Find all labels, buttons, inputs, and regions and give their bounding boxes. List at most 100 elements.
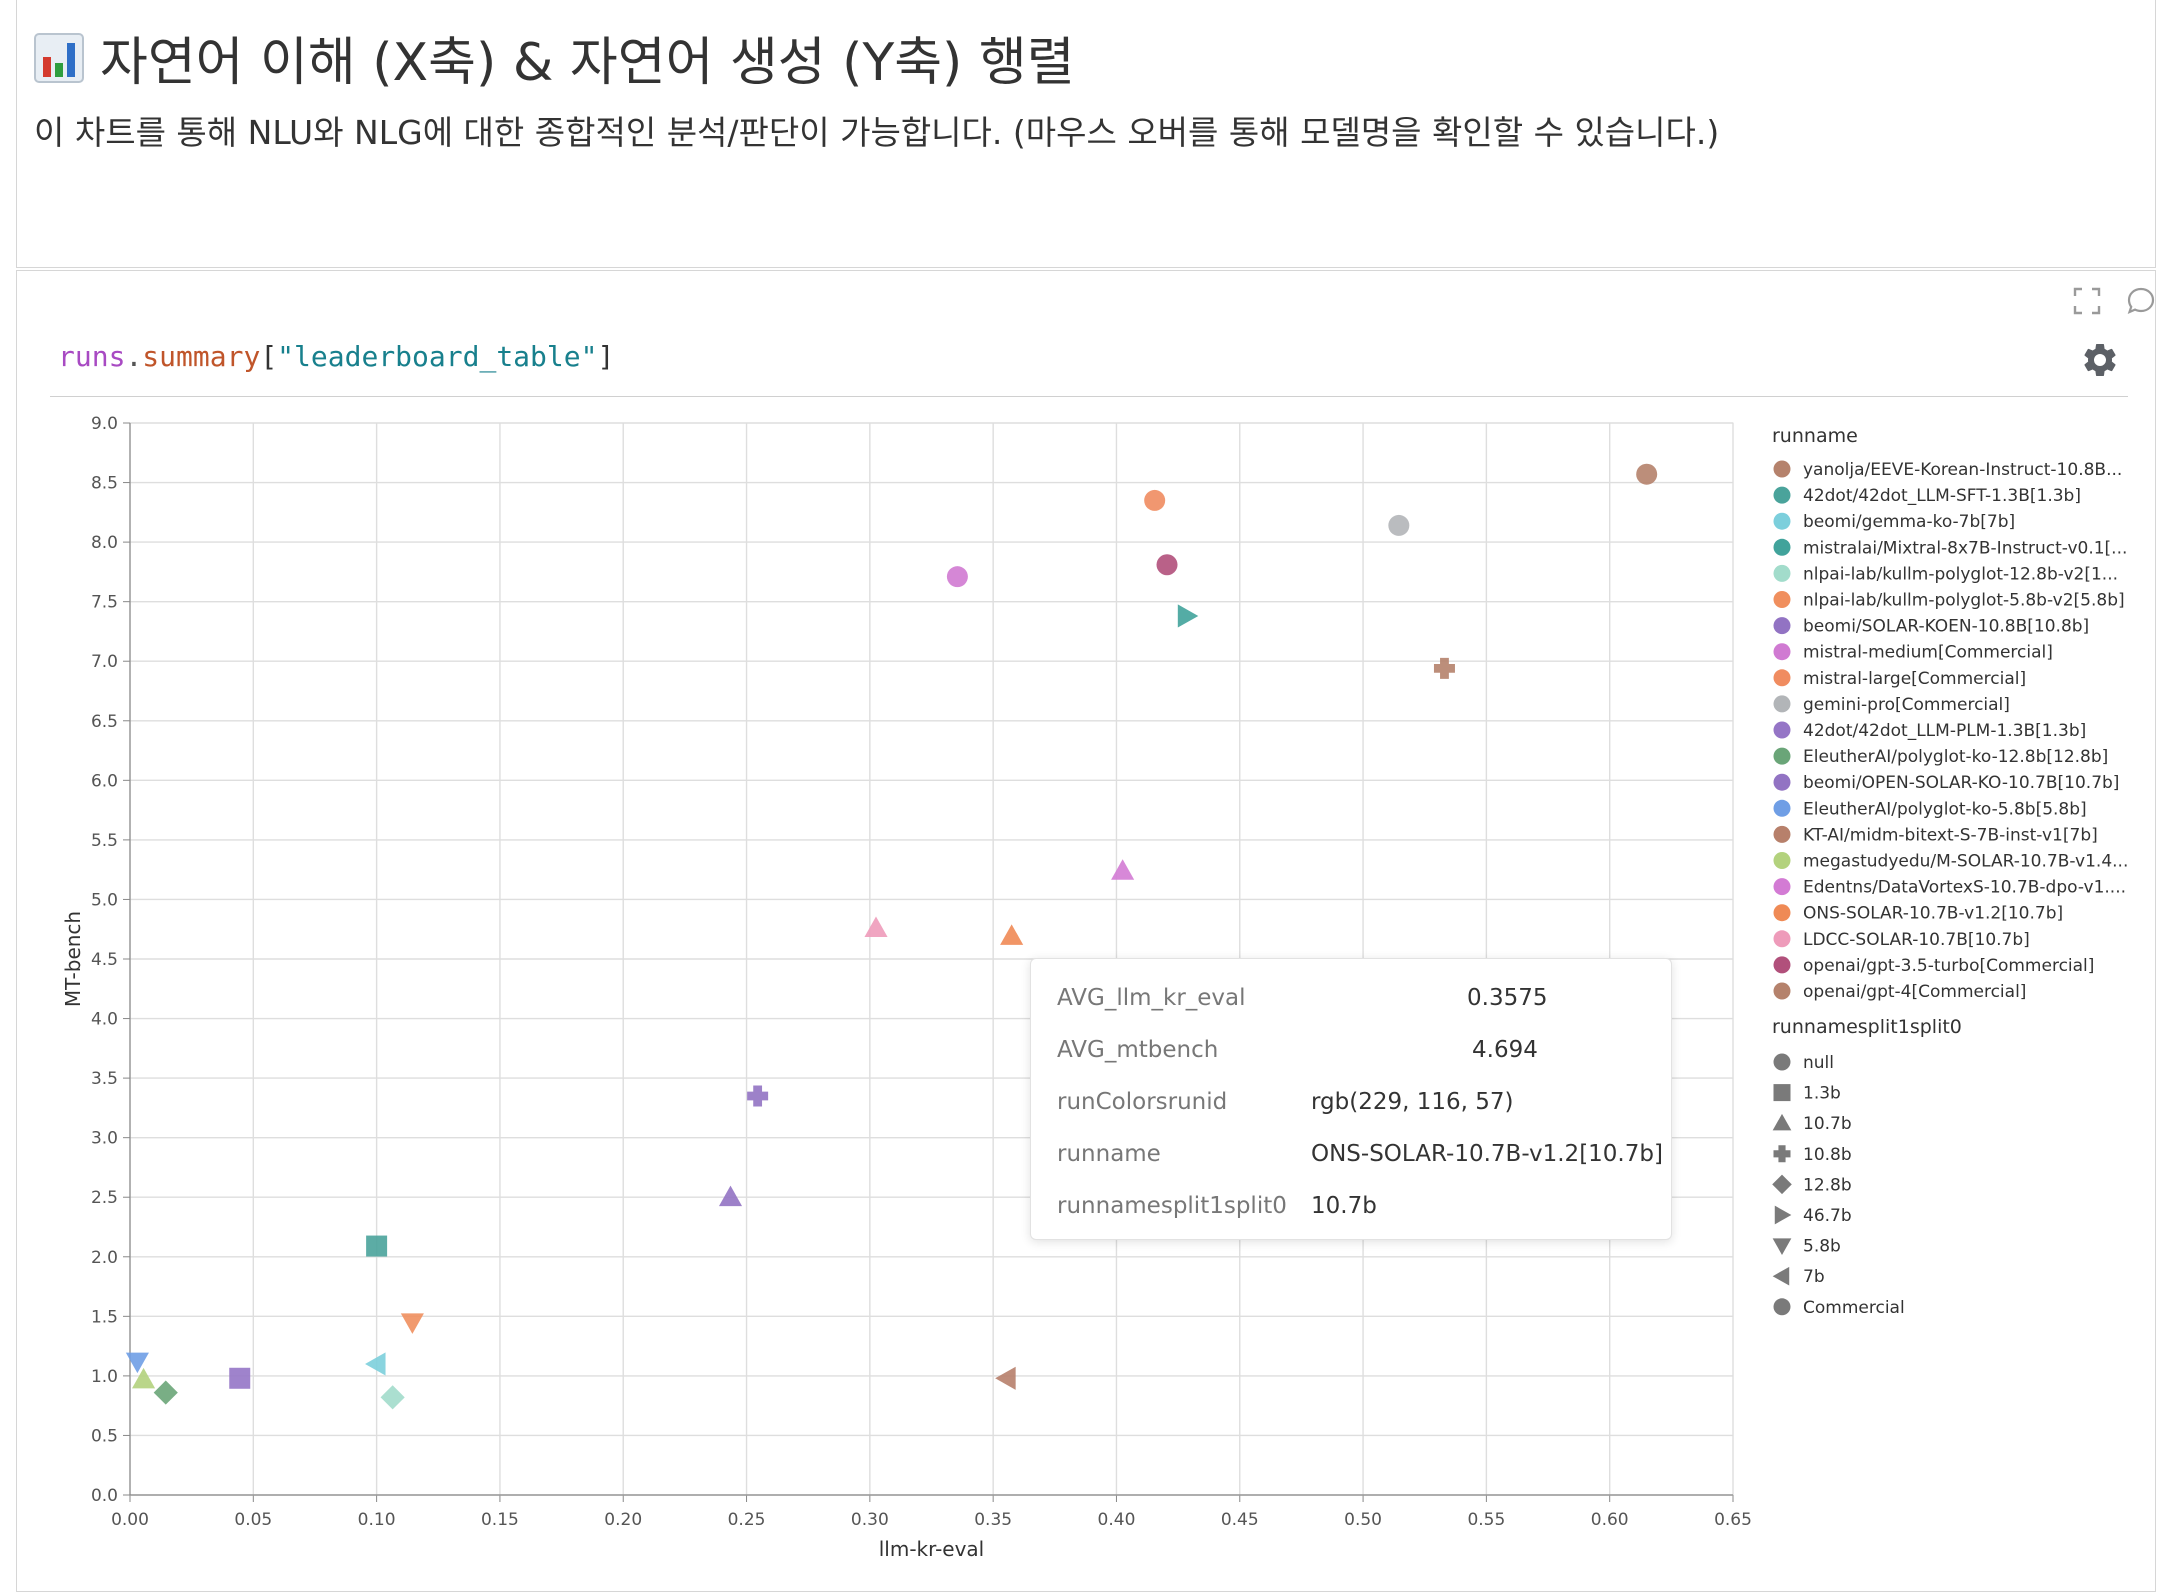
data-point[interactable] [1177, 604, 1199, 628]
data-point[interactable] [1156, 554, 1178, 576]
legend-swatch [1773, 799, 1791, 817]
tooltip-value: 4.694 [1472, 1037, 1538, 1063]
y-axis-title: MT-bench [61, 911, 85, 1007]
legend-shape-swatch [1772, 1174, 1792, 1195]
query-open-bracket: [ [260, 340, 278, 373]
tooltip-row: runnamesplit1split0 10.7b [1057, 1193, 1377, 1219]
legend-swatch [1773, 460, 1791, 478]
query-dot: . [125, 340, 143, 373]
data-point[interactable] [747, 1085, 769, 1107]
data-point[interactable] [366, 1235, 388, 1257]
comment-icon[interactable] [2126, 286, 2156, 316]
data-point[interactable] [1111, 859, 1135, 880]
legend-swatch [1773, 956, 1791, 974]
y-tick-label: 4.0 [91, 1010, 118, 1030]
legend-shape-label: 10.8b [1803, 1145, 1852, 1165]
legend-shape-swatch [1773, 1084, 1791, 1102]
data-point[interactable] [1144, 489, 1166, 511]
legend-item-label: beomi/gemma-ko-7b[7b] [1803, 512, 2015, 532]
legend-swatch [1773, 982, 1791, 1000]
data-point[interactable] [995, 1366, 1016, 1390]
data-point[interactable] [153, 1380, 178, 1405]
bar-chart-icon [34, 32, 84, 83]
x-tick-label: 0.05 [234, 1510, 272, 1530]
legend-item-label: mistralai/Mixtral-8x7B-Instruct-v0.1[... [1803, 538, 2127, 558]
legend-item-label: KT-AI/midm-bitext-S-7B-inst-v1[7b] [1803, 825, 2098, 845]
tooltip-value: rgb(229, 116, 57) [1311, 1089, 1514, 1115]
legend-shape-swatch [1773, 1053, 1791, 1071]
legend-swatch [1773, 591, 1791, 608]
legend-item-label: EleutherAI/polyglot-ko-5.8b[5.8b] [1803, 799, 2087, 819]
y-tick-label: 4.5 [91, 950, 118, 970]
legend-swatch [1773, 669, 1791, 687]
y-tick-label: 8.5 [91, 474, 118, 494]
legend-swatch [1773, 643, 1791, 661]
legend-item-label: 42dot/42dot_LLM-SFT-1.3B[1.3b] [1803, 486, 2081, 506]
gear-icon[interactable] [2080, 340, 2120, 380]
fullscreen-icon[interactable] [2072, 286, 2102, 316]
y-tick-label: 2.0 [91, 1248, 118, 1268]
query-runs: runs [58, 340, 126, 373]
y-tick-label: 0.5 [91, 1426, 118, 1446]
y-tick-label: 5.5 [91, 831, 118, 851]
data-point[interactable] [1433, 657, 1455, 679]
legend-swatch [1773, 512, 1791, 530]
legend-shape-swatch [1772, 1238, 1792, 1255]
tooltip-value: 10.7b [1311, 1193, 1377, 1219]
data-point[interactable] [1636, 463, 1658, 485]
data-point[interactable] [946, 566, 968, 588]
query-close-bracket: ] [597, 340, 615, 373]
x-axis-title: llm-kr-eval [879, 1537, 985, 1561]
y-tick-label: 1.5 [91, 1307, 118, 1327]
legend-shape-swatch [1772, 1113, 1792, 1131]
legend-shape-label: 46.7b [1803, 1206, 1852, 1226]
tooltip-key: runnamesplit1split0 [1057, 1193, 1287, 1219]
legend-swatch [1773, 825, 1791, 843]
legend-shape-swatch [1774, 1205, 1792, 1225]
x-tick-label: 0.60 [1591, 1510, 1629, 1530]
data-point[interactable] [365, 1352, 386, 1376]
data-point[interactable] [1000, 924, 1024, 945]
legend-item-label: megastudyedu/M-SOLAR-10.7B-v1.4... [1803, 852, 2128, 872]
legend-item-label: yanolja/EEVE-Korean-Instruct-10.8B... [1803, 460, 2122, 480]
legend-swatch [1773, 721, 1791, 739]
query-key: "leaderboard_table" [277, 340, 598, 373]
data-point[interactable] [718, 1185, 743, 1207]
tooltip-key: AVG_mtbench [1057, 1037, 1219, 1063]
x-tick-label: 0.20 [604, 1510, 642, 1530]
x-tick-label: 0.40 [1098, 1510, 1136, 1530]
tooltip-key: runname [1057, 1141, 1161, 1167]
data-point[interactable] [400, 1313, 424, 1334]
tooltip-value: ONS-SOLAR-10.7B-v1.2[10.7b] [1311, 1141, 1663, 1167]
legend-item-label: nlpai-lab/kullm-polyglot-5.8b-v2[5.8b] [1803, 591, 2125, 611]
data-point[interactable] [380, 1385, 405, 1410]
legend-item-label: mistral-medium[Commercial] [1803, 643, 2053, 663]
legend-swatch [1773, 773, 1791, 791]
y-tick-label: 9.0 [91, 414, 118, 434]
data-point[interactable] [229, 1367, 251, 1389]
data-point[interactable] [125, 1352, 149, 1374]
y-tick-label: 7.5 [91, 593, 118, 613]
tooltip-value: 0.3575 [1467, 985, 1548, 1011]
y-tick-label: 5.0 [91, 890, 118, 910]
data-point[interactable] [864, 916, 888, 937]
y-tick-label: 6.0 [91, 771, 118, 791]
color-legend-title: runname [1772, 425, 1858, 447]
query-expression[interactable]: runs.summary["leaderboard_table"] [58, 340, 614, 373]
data-point[interactable] [1388, 514, 1410, 536]
tooltip-key: runColorsrunid [1057, 1089, 1228, 1115]
tooltip-row: runColorsrunid rgb(229, 116, 57) [1057, 1089, 1514, 1115]
data-point[interactable] [132, 1367, 156, 1389]
y-tick-label: 6.5 [91, 712, 118, 732]
legend-swatch [1773, 564, 1791, 582]
x-tick-label: 0.65 [1714, 1510, 1752, 1530]
legend-shape-swatch [1773, 1145, 1791, 1163]
legend-item-label: nlpai-lab/kullm-polyglot-12.8b-v2[1... [1803, 564, 2118, 584]
legend-shape-label: null [1803, 1053, 1834, 1073]
legend-swatch [1773, 617, 1791, 635]
tooltip-row: AVG_mtbench 4.694 [1057, 1037, 1538, 1063]
page-title-text: 자연어 이해 (X축) & 자연어 생성 (Y축) 행렬 [100, 33, 1075, 93]
x-tick-label: 0.10 [358, 1510, 396, 1530]
page-subtitle: 이 차트를 통해 NLU와 NLG에 대한 종합적인 분석/판단이 가능합니다.… [34, 113, 1720, 152]
